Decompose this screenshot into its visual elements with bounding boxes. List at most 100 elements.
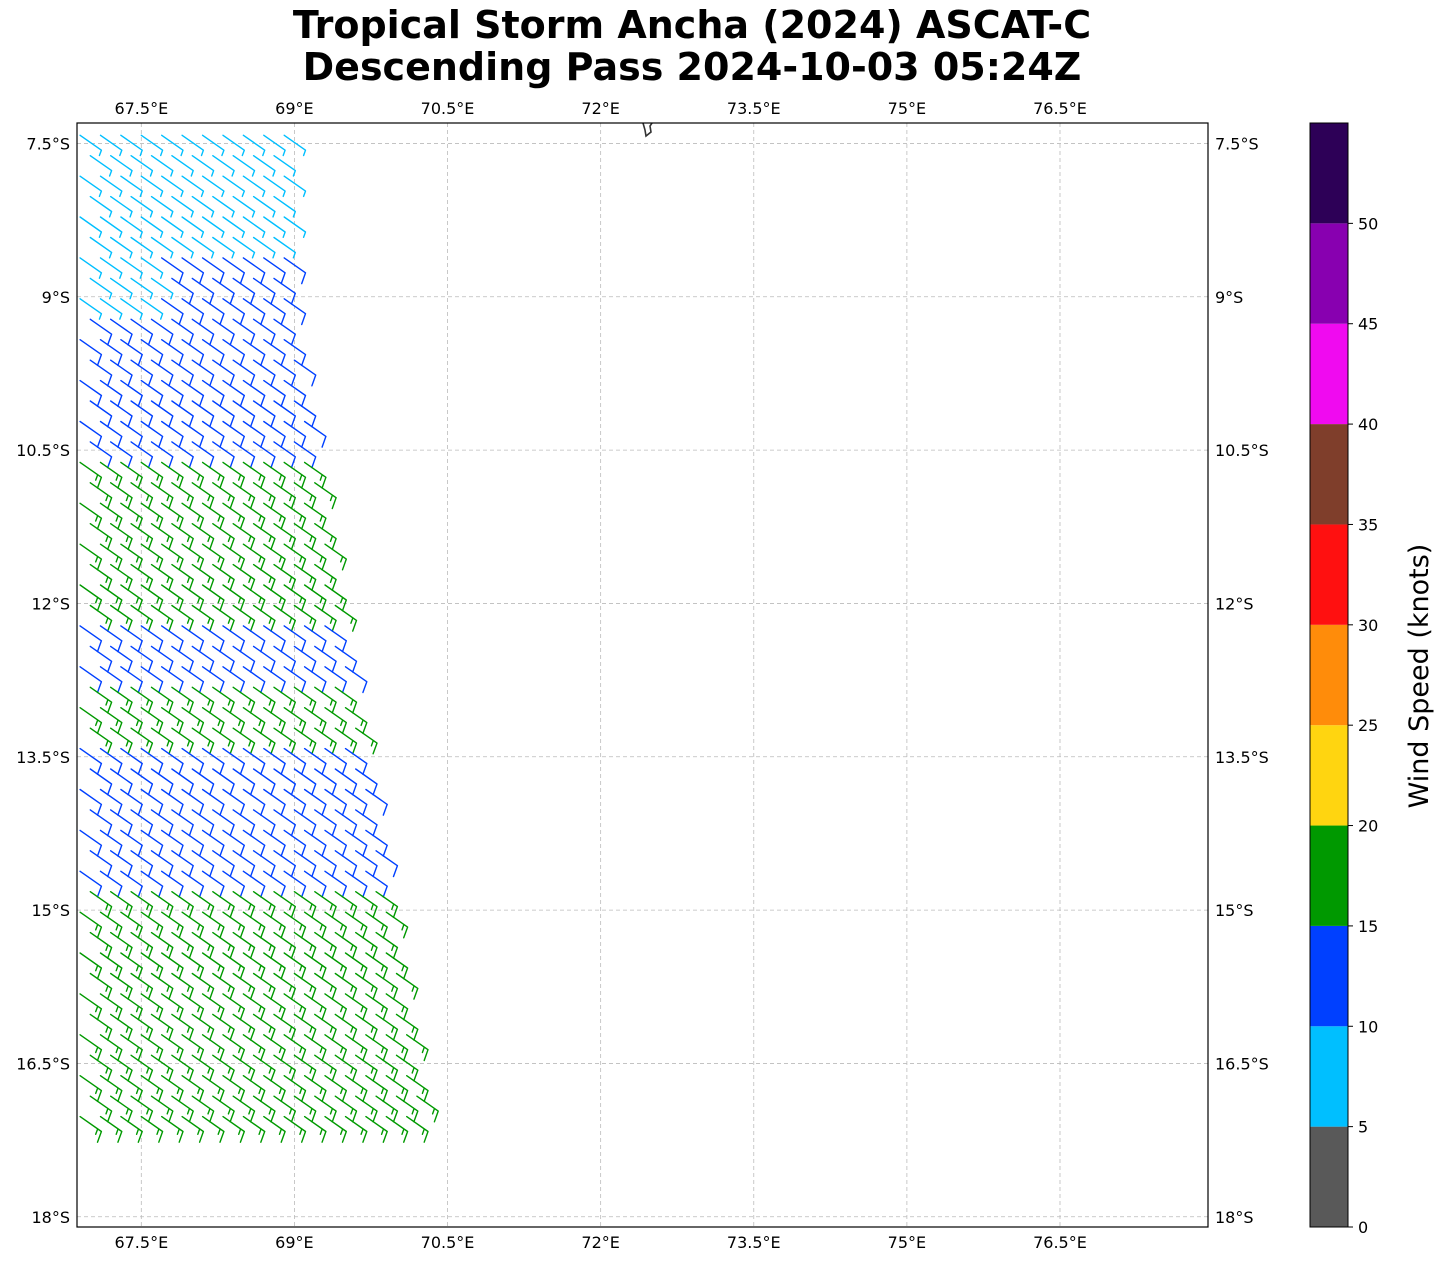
wind-barb (375, 1095, 399, 1123)
wind-barb (273, 277, 296, 305)
wind-barb (283, 788, 307, 816)
wind-barb (171, 1013, 194, 1041)
wind-barb (89, 277, 113, 300)
wind-barb (130, 277, 154, 300)
wind-barb (201, 625, 225, 653)
wind-barb (181, 420, 205, 448)
wind-barb (89, 1095, 113, 1123)
wind-barb (283, 747, 307, 775)
wind-barb (222, 543, 245, 571)
wind-barb (232, 482, 256, 510)
wind-barb (212, 155, 235, 177)
wind-barb (161, 870, 184, 898)
wind-barb (303, 707, 327, 735)
wind-barb (303, 993, 327, 1021)
wind-barb (344, 829, 368, 857)
wind-barb (303, 625, 327, 653)
wind-barb (283, 461, 307, 489)
lon-tick-label-bottom: 76.5°E (1033, 1233, 1087, 1252)
wind-barb (344, 707, 368, 735)
wind-barb (263, 747, 286, 775)
wind-barb (242, 911, 266, 939)
wind-barb (263, 952, 286, 980)
wind-barb (161, 952, 184, 980)
wind-barb (181, 257, 205, 285)
wind-barb (222, 911, 245, 939)
wind-barb (191, 768, 215, 796)
wind-barb (273, 727, 296, 755)
wind-barb (130, 686, 154, 714)
wind-barb (150, 972, 174, 1000)
wind-barb (110, 400, 133, 428)
wind-barb (181, 829, 205, 857)
wind-barb (273, 931, 296, 959)
wind-barb (130, 400, 154, 428)
wind-barb (201, 666, 225, 694)
colorbar-frame (1309, 122, 1349, 1228)
wind-barb (171, 727, 194, 755)
wind-barb (283, 298, 307, 326)
wind-barb (89, 1013, 113, 1041)
wind-barb (303, 543, 327, 571)
wind-barb (161, 993, 184, 1021)
wind-barb (140, 870, 164, 898)
wind-barb (212, 931, 235, 959)
wind-barb (334, 972, 358, 1000)
wind-barb (232, 891, 256, 919)
wind-barb (303, 1075, 327, 1103)
wind-barb (79, 625, 103, 653)
wind-barb (334, 931, 358, 959)
wind-barb (201, 584, 225, 612)
wind-barb (171, 850, 194, 878)
wind-barb (212, 523, 235, 551)
wind-barb (140, 707, 164, 735)
wind-barb (201, 1034, 225, 1062)
wind-barb (273, 523, 296, 551)
wind-barb (171, 931, 194, 959)
wind-barb (191, 850, 215, 878)
wind-barb (232, 318, 256, 346)
wind-barb (181, 543, 205, 571)
wind-barb (150, 236, 174, 259)
lat-tick-label-right: 15°S (1215, 901, 1254, 920)
wind-barb (232, 727, 256, 755)
wind-barb (130, 850, 154, 878)
wind-barb (375, 931, 399, 959)
wind-barb (283, 952, 307, 980)
wind-barb (222, 747, 245, 775)
wind-barb (89, 523, 113, 551)
wind-barb (242, 1075, 266, 1103)
wind-barb (140, 379, 164, 407)
wind-barb (99, 625, 123, 653)
wind-barb (344, 1075, 368, 1103)
wind-barb (110, 155, 133, 177)
wind-barb (201, 134, 225, 157)
wind-barb (242, 339, 266, 367)
wind-barb (242, 993, 266, 1021)
wind-barb (416, 1095, 439, 1123)
wind-barb (222, 788, 245, 816)
wind-barb (303, 666, 327, 694)
wind-barb (334, 809, 358, 837)
wind-barb (99, 175, 123, 198)
top-longitude-axis: 67.5°E 69°E 70.5°E 72°E 73.5°E 75°E 76.5°E (114, 99, 1086, 118)
wind-barb (89, 768, 113, 796)
wind-barb (181, 911, 205, 939)
wind-barb (120, 502, 143, 530)
wind-barb (171, 277, 194, 305)
wind-barb (293, 604, 317, 632)
wind-barb (273, 195, 296, 218)
wind-barb (232, 195, 256, 218)
wind-barb (201, 257, 225, 285)
wind-barb (120, 298, 143, 320)
wind-barb (181, 502, 205, 530)
wind-barb (252, 441, 276, 469)
lat-tick-label-right: 9°S (1215, 288, 1243, 307)
wind-barb (161, 175, 184, 198)
wind-barb (140, 175, 164, 198)
wind-barb (89, 155, 113, 177)
wind-barb (191, 891, 215, 919)
wind-barb (140, 952, 164, 980)
wind-barb (222, 339, 245, 367)
wind-barb (130, 523, 154, 551)
